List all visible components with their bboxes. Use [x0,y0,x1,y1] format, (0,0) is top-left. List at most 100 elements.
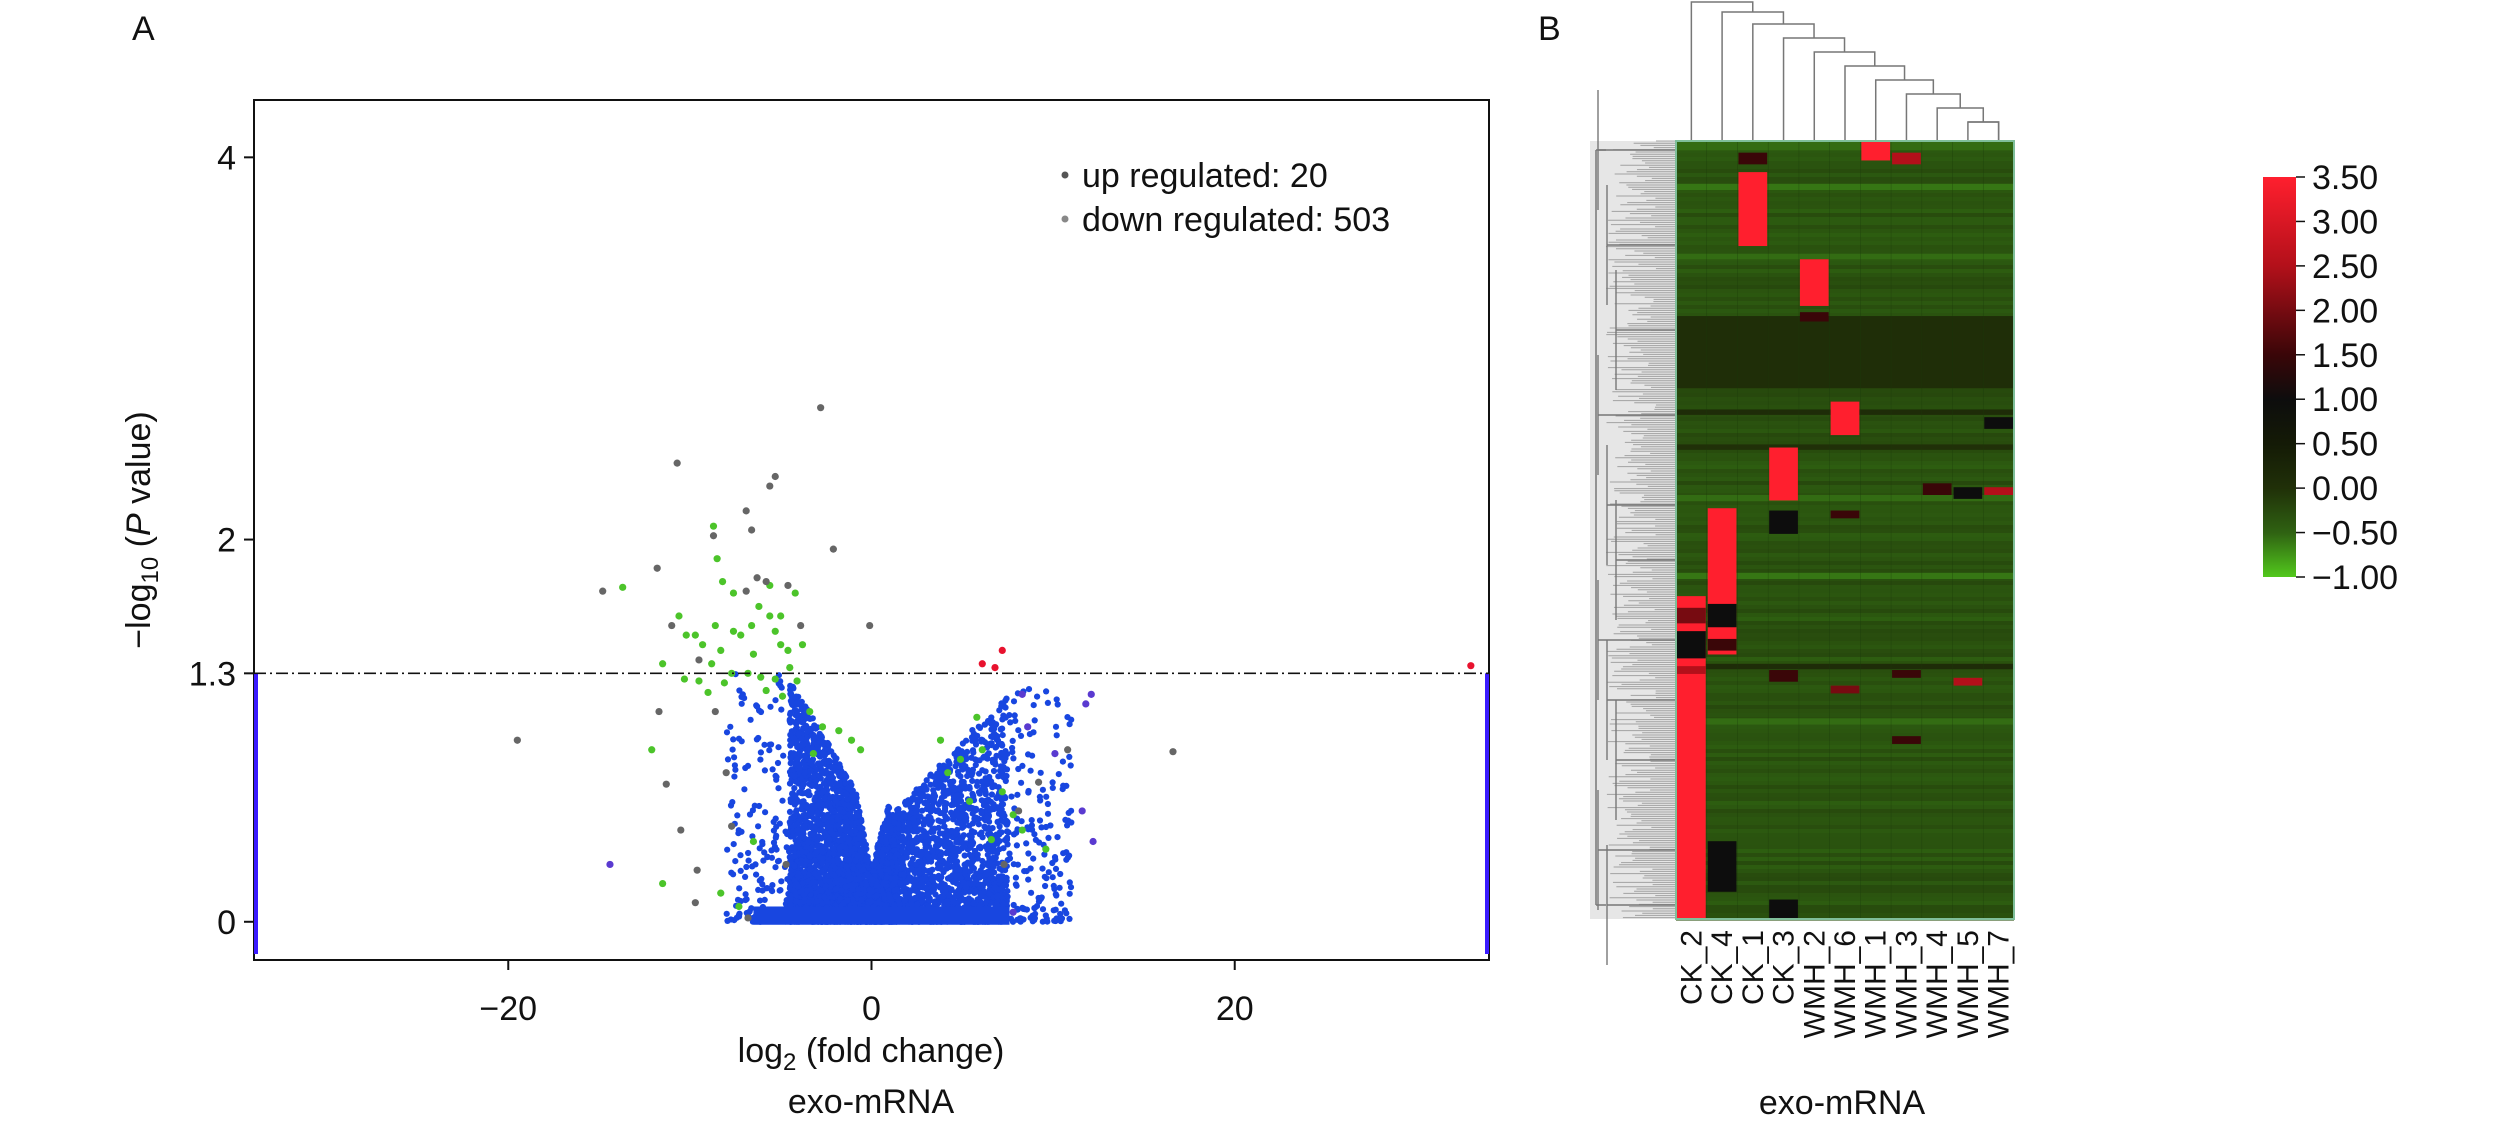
point-nonsig [968,734,976,741]
point-nonsig [767,703,774,710]
point-nonsig [806,791,813,799]
point-nonsig [989,825,996,832]
point-nonsig [770,839,778,846]
point-nonsig [1028,889,1035,896]
point-nonsig [731,773,738,780]
point-nonsig [801,752,808,760]
point-nonsig [729,799,736,806]
point-nonsig [982,871,990,878]
point-nonsig [792,712,799,719]
point-nonsig [727,723,734,730]
point-nonsig [783,844,790,851]
point-nonsig [927,808,934,815]
point-nonsig [820,780,828,787]
point-nonsig [908,865,915,873]
point-nonsig [755,823,762,830]
point-nonsig [807,759,814,767]
point-nonsig [1052,865,1060,873]
point-nonsig [1045,869,1052,876]
point-nonsig [939,774,946,781]
point-nonsig [924,793,931,800]
point-nonsig [979,767,986,774]
point-nonsig [944,860,951,867]
point-nonsig [878,830,885,837]
point-nonsig [927,867,934,874]
point-nonsig [942,888,949,895]
point-nonsig [1056,884,1063,891]
point-nonsig [724,846,731,853]
point-nonsig [1051,854,1059,861]
point-nonsig [1012,717,1019,725]
point-nonsig [948,801,955,809]
point-nonsig [731,762,739,769]
point-nonsig [764,854,771,861]
point-nonsig [817,880,825,887]
point-nonsig [805,899,813,906]
point-nonsig [854,841,861,848]
point-nonsig [977,867,984,874]
point-nonsig [1044,699,1051,707]
point-nonsig [959,740,967,747]
point-nonsig [814,802,821,809]
point-nonsig [904,801,911,808]
point-nonsig [979,857,986,865]
point-nonsig [948,827,955,835]
point-nonsig [796,730,803,737]
point-nonsig [972,816,979,823]
point-nonsig [886,892,893,900]
point-nonsig [1004,888,1011,895]
point-nonsig [982,791,990,798]
point-nonsig [1025,850,1032,857]
point-nonsig [1023,840,1030,847]
panel-a-letter: A [132,10,155,48]
point-nonsig [988,844,995,851]
point-nonsig [885,817,893,824]
point-nonsig [911,847,918,854]
point-nonsig [1053,732,1060,739]
point-nonsig [1025,686,1033,693]
point-nonsig [976,873,984,880]
point-nonsig [1036,793,1043,801]
point-nonsig [969,727,976,734]
point-nonsig [972,761,979,769]
point-nonsig [800,812,807,819]
point-nonsig [792,778,800,785]
point-nonsig [776,820,783,827]
point-nonsig [802,764,809,771]
point-nonsig [842,772,849,779]
point-nonsig [999,886,1006,893]
point-nonsig [1067,762,1074,769]
point-nonsig [1068,819,1075,826]
point-nonsig [922,786,929,793]
point-nonsig [753,871,760,878]
point-nonsig [859,866,867,873]
point-nonsig [815,833,822,840]
point-nonsig [986,773,993,781]
point-nonsig [1003,877,1010,885]
point-nonsig [773,832,780,839]
point-nonsig [735,912,743,919]
point-nonsig [1049,874,1056,881]
point-nonsig [775,785,782,792]
point-nonsig [843,863,850,870]
point-nonsig [963,756,970,763]
point-nonsig [805,839,812,846]
point-nonsig [787,754,794,761]
point-nonsig [730,841,737,848]
point-nonsig [997,763,1005,770]
point-nonsig [975,821,982,828]
point-nonsig [1025,876,1032,883]
point-nonsig [982,899,990,906]
point-nonsig [791,785,798,792]
point-nonsig [824,739,831,747]
point-nonsig [742,897,749,904]
point-nonsig [1011,712,1018,719]
point-nonsig [923,777,930,784]
point-nonsig [784,876,791,883]
point-nonsig [789,718,796,725]
point-nonsig [924,858,931,865]
point-nonsig [1057,910,1064,918]
point-nonsig [779,797,786,804]
point-nonsig [917,858,924,865]
point-nonsig [754,703,761,710]
